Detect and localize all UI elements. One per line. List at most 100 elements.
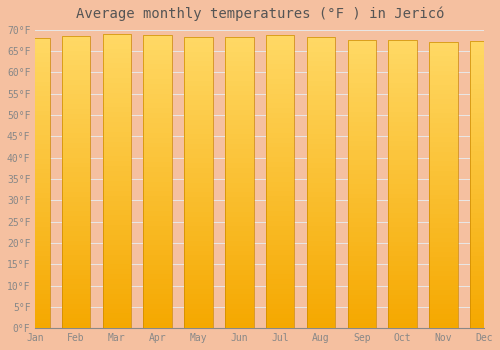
Bar (102, 274, 131, 279)
Bar (21, 226, 50, 231)
Bar (348, 314, 376, 318)
Bar (102, 220, 131, 225)
Bar (348, 169, 376, 174)
Bar (266, 250, 294, 255)
Bar (429, 261, 458, 266)
Bar (429, 66, 458, 71)
Bar (266, 55, 294, 60)
Bar (388, 117, 417, 121)
Bar (348, 49, 376, 54)
Bar (102, 318, 131, 323)
Bar (470, 271, 498, 275)
Bar (348, 97, 376, 102)
Bar (102, 44, 131, 49)
Bar (470, 295, 498, 300)
Bar (470, 290, 498, 295)
Bar (144, 211, 172, 216)
Bar (62, 153, 90, 158)
Bar (21, 67, 50, 72)
Bar (144, 64, 172, 69)
Bar (429, 180, 458, 185)
Bar (102, 201, 131, 205)
Bar (144, 284, 172, 289)
Bar (429, 56, 458, 61)
Bar (470, 55, 498, 60)
Bar (184, 314, 213, 318)
Bar (306, 323, 336, 328)
Bar (429, 104, 458, 109)
Bar (225, 168, 254, 173)
Bar (225, 236, 254, 241)
Bar (306, 188, 336, 193)
Bar (429, 185, 458, 190)
Bar (184, 299, 213, 304)
Bar (21, 217, 50, 222)
Bar (266, 35, 294, 328)
Bar (306, 197, 336, 202)
Bar (144, 274, 172, 279)
Bar (470, 189, 498, 194)
Bar (144, 240, 172, 245)
Bar (388, 275, 417, 280)
Bar (62, 128, 90, 133)
Bar (266, 216, 294, 221)
Bar (388, 271, 417, 275)
Bar (225, 105, 254, 110)
Bar (184, 110, 213, 115)
Bar (470, 79, 498, 84)
Bar (102, 58, 131, 63)
Bar (225, 81, 254, 86)
Bar (306, 149, 336, 154)
Bar (225, 270, 254, 275)
Bar (348, 179, 376, 184)
Bar (306, 193, 336, 197)
Bar (225, 222, 254, 226)
Bar (429, 218, 458, 223)
Bar (470, 275, 498, 280)
Bar (144, 152, 172, 157)
Bar (306, 231, 336, 236)
Bar (470, 247, 498, 252)
Bar (470, 60, 498, 65)
Bar (144, 167, 172, 172)
Bar (102, 34, 131, 39)
Bar (225, 304, 254, 309)
Bar (144, 304, 172, 309)
Bar (102, 156, 131, 161)
Bar (102, 147, 131, 152)
Bar (388, 266, 417, 271)
Bar (470, 151, 498, 156)
Bar (144, 35, 172, 40)
Bar (144, 89, 172, 94)
Bar (62, 119, 90, 124)
Bar (225, 183, 254, 188)
Bar (184, 47, 213, 52)
Bar (184, 270, 213, 275)
Bar (102, 88, 131, 93)
Bar (144, 84, 172, 89)
Bar (62, 314, 90, 318)
Bar (144, 245, 172, 250)
Bar (184, 251, 213, 256)
Bar (62, 36, 90, 328)
Bar (184, 178, 213, 183)
Bar (348, 93, 376, 97)
Bar (21, 154, 50, 159)
Bar (429, 85, 458, 90)
Bar (225, 314, 254, 318)
Bar (348, 280, 376, 285)
Bar (144, 191, 172, 196)
Bar (102, 93, 131, 98)
Bar (225, 246, 254, 251)
Bar (348, 112, 376, 117)
Bar (21, 48, 50, 52)
Bar (306, 163, 336, 168)
Bar (102, 107, 131, 112)
Bar (225, 100, 254, 105)
Bar (62, 284, 90, 289)
Bar (184, 159, 213, 163)
Bar (225, 37, 254, 42)
Bar (21, 231, 50, 236)
Bar (266, 284, 294, 289)
Bar (62, 46, 90, 50)
